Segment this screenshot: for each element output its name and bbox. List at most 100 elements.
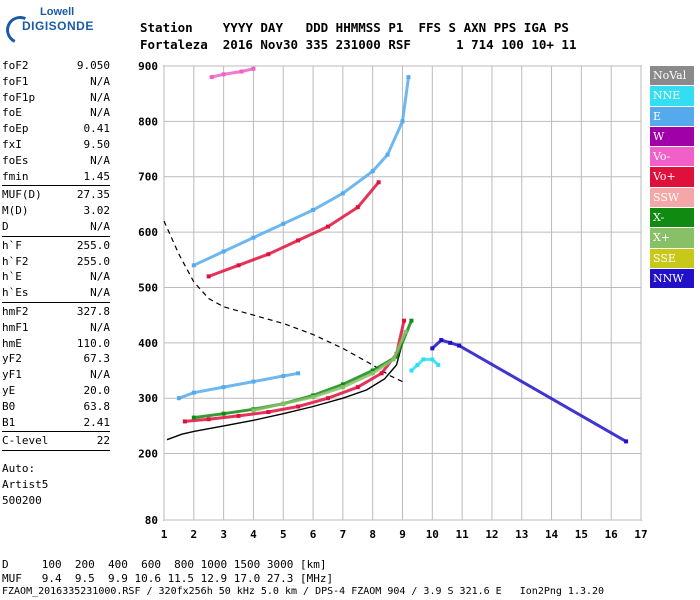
- param-value: N/A: [90, 368, 110, 382]
- echo-point: [376, 180, 381, 185]
- param-value: 63.8: [83, 399, 111, 413]
- param-name: M(D): [2, 204, 29, 218]
- param-name: foF2: [2, 59, 29, 72]
- param-row: h`F 255.0: [2, 238, 110, 254]
- param-name: fxI: [2, 137, 22, 151]
- param-name: foEp: [2, 122, 29, 136]
- x-tick-label: 4: [250, 528, 257, 541]
- param-row: hmF1 N/A: [2, 320, 110, 336]
- echo-trace: [193, 76, 410, 267]
- legend-item: W: [650, 126, 694, 147]
- param-name: h`Es: [2, 286, 29, 300]
- param-row: hmE 110.0: [2, 336, 110, 352]
- param-name: B1: [2, 415, 16, 429]
- legend: NoVal NNE E W Vo- Vo+ SSW X- X+ SSE NNW: [650, 66, 694, 289]
- y-tick-label: 900: [138, 60, 158, 73]
- y-tick-label: 500: [138, 281, 158, 294]
- param-value: 3.02: [83, 204, 111, 218]
- y-tick-label: 80: [145, 514, 158, 527]
- param-value: N/A: [90, 286, 110, 300]
- param-value: N/A: [90, 270, 110, 284]
- legend-item: E: [650, 106, 694, 126]
- param-row: yE 20.0: [2, 383, 110, 399]
- param-row: fmin 1.45: [2, 169, 110, 185]
- x-tick-label: 3: [220, 528, 227, 541]
- echo-trace: [431, 338, 627, 443]
- footer-row2: MUF 9.4 9.5 9.9 10.6 11.5 12.9 17.0 27.3…: [2, 572, 334, 585]
- param-name: yE: [2, 383, 16, 397]
- x-tick-label: 13: [515, 528, 528, 541]
- legend-item: SSE: [650, 248, 694, 268]
- param-value: 1.45: [83, 169, 111, 183]
- logo-line1: Lowell: [40, 6, 75, 18]
- param-name: fmin: [2, 169, 29, 183]
- model-profile-line: [163, 220, 403, 383]
- x-tick-label: 7: [340, 528, 347, 541]
- param-row: yF1 N/A: [2, 367, 110, 383]
- echo-point: [403, 329, 408, 334]
- param-name: foF1: [2, 74, 29, 88]
- echo-trace: [410, 357, 440, 372]
- param-name: foE: [2, 106, 22, 120]
- y-tick-label: 200: [138, 448, 158, 461]
- param-row: hmF2 327.8: [2, 304, 110, 320]
- param-value: 327.8: [76, 304, 110, 318]
- x-tick-label: 10: [426, 528, 439, 541]
- x-tick-label: 11: [456, 528, 470, 541]
- param-row: foF1 N/A: [2, 74, 110, 90]
- param-separator: [2, 235, 110, 237]
- header-row2: Fortaleza 2016 Nov30 335 231000 RSF 1 71…: [140, 37, 577, 52]
- param-row: foEp 0.41: [2, 121, 110, 137]
- param-value: N/A: [90, 90, 110, 104]
- param-row: M(D) 3.02: [2, 203, 110, 219]
- param-row: B1 2.41: [2, 415, 110, 431]
- x-tick-label: 5: [280, 528, 287, 541]
- param-row: B0 63.8: [2, 399, 110, 415]
- y-tick-label: 700: [138, 171, 158, 184]
- x-tick-label: 16: [605, 528, 619, 541]
- param-row: yF2 67.3: [2, 351, 110, 367]
- x-tick-label: 9: [399, 528, 406, 541]
- param-value: 27.35: [76, 188, 110, 202]
- param-value: 255.0: [76, 238, 110, 252]
- y-tick-label: 400: [138, 337, 158, 350]
- legend-item: Vo+: [650, 167, 694, 187]
- param-row: D N/A: [2, 219, 110, 235]
- x-tick-label: 12: [485, 528, 498, 541]
- param-separator: [2, 450, 110, 452]
- param-row: h`E N/A: [2, 269, 110, 285]
- param-value: 9.050: [76, 59, 110, 72]
- legend-item: X+: [650, 228, 694, 248]
- header-row1: Station YYYY DAY DDD HHMMSS P1 FFS S AXN…: [140, 20, 569, 35]
- param-row: h`Es N/A: [2, 285, 110, 301]
- echo-point: [406, 75, 411, 80]
- param-value: 110.0: [76, 336, 110, 350]
- param-separator: [2, 431, 110, 433]
- echo-trace: [253, 331, 407, 412]
- param-row: foE N/A: [2, 105, 110, 121]
- param-name: h`F: [2, 238, 22, 252]
- legend-item: X-: [650, 208, 694, 228]
- legend-item: Vo-: [650, 147, 694, 167]
- legend-item: SSW: [650, 187, 694, 208]
- param-value: N/A: [90, 320, 110, 334]
- x-tick-label: 6: [310, 528, 317, 541]
- param-row: foF1p N/A: [2, 90, 110, 106]
- param-value: 0.41: [83, 122, 111, 136]
- param-value: 255.0: [76, 254, 110, 268]
- param-row: foEs N/A: [2, 153, 110, 169]
- param-row: h`F2 255.0: [2, 254, 110, 270]
- param-value: 2.41: [83, 415, 111, 429]
- param-name: yF1: [2, 368, 22, 382]
- param-value: N/A: [90, 153, 110, 167]
- logo-line2: DIGISONDE: [22, 19, 94, 33]
- lowell-digisonde-logo: Lowell DIGISONDE: [2, 6, 93, 48]
- param-name: foF1p: [2, 90, 36, 104]
- param-row: MUF(D) 27.35: [2, 187, 110, 203]
- echo-point: [182, 419, 187, 424]
- param-name: yF2: [2, 352, 22, 366]
- param-row: C-level 22: [2, 433, 110, 449]
- legend-item: NNW: [650, 268, 694, 289]
- param-value: N/A: [90, 74, 110, 88]
